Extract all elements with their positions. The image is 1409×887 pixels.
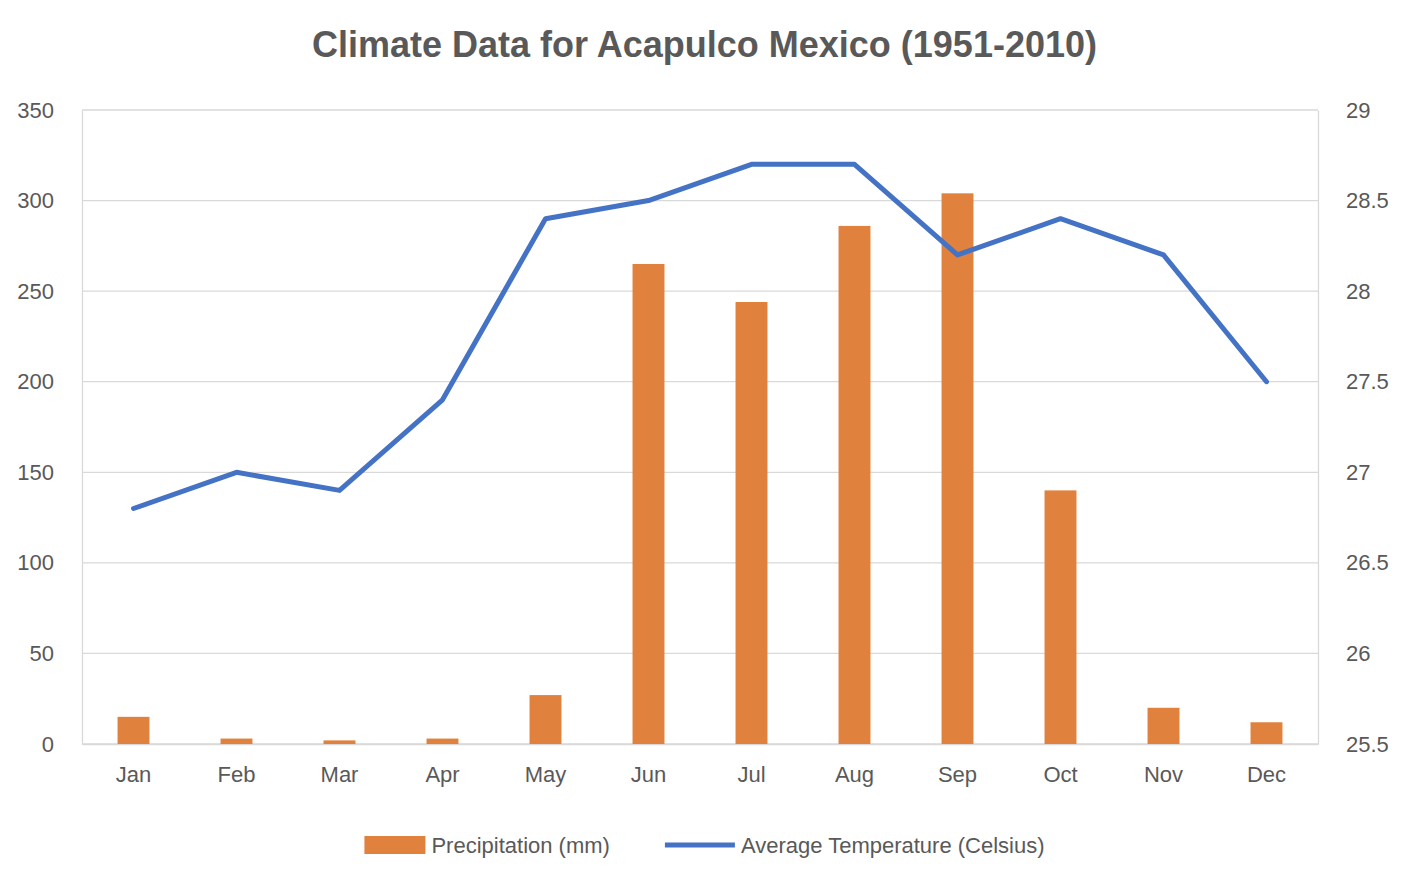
- tick: Jun: [631, 744, 666, 787]
- tick-label: 28: [1346, 279, 1370, 304]
- legend-key: [665, 843, 735, 848]
- tick: 350: [17, 98, 82, 123]
- title: Climate Data for Acapulco Mexico (1951-2…: [312, 24, 1097, 65]
- tick: 28: [1318, 279, 1370, 304]
- tick: Jan: [116, 744, 151, 787]
- tick: 26.5: [1318, 550, 1389, 575]
- tick-label: 27: [1346, 460, 1370, 485]
- bar: [633, 264, 665, 744]
- axis-line: [1318, 111, 1319, 745]
- tick-label: Sep: [938, 762, 977, 787]
- grid-line: [82, 743, 1318, 744]
- y2-axis: 25.5 26 26.5 27 27.5 28 28.5 29: [1318, 98, 1389, 757]
- bar: [942, 193, 974, 744]
- tick-label: 350: [17, 98, 54, 123]
- tick-label: 26.5: [1346, 550, 1389, 575]
- tick: 50: [30, 641, 82, 666]
- legend-label: Average Temperature (Celsius): [741, 833, 1045, 858]
- tick: Jul: [737, 744, 765, 787]
- legend-key: [364, 836, 425, 854]
- tick-label: 26: [1346, 641, 1370, 666]
- x-axis: Jan Feb Mar Apr May Jun Jul Aug Sep Oct Nov Dec: [83, 744, 1319, 787]
- grid: [82, 110, 1318, 744]
- tick: 29: [1318, 98, 1370, 123]
- bar: [1045, 490, 1077, 744]
- legend-item: Precipitation (mm): [364, 833, 609, 858]
- tick: 100: [17, 550, 82, 575]
- tick-label: Nov: [1144, 762, 1183, 787]
- grid-line: [82, 653, 1318, 654]
- tick: Mar: [321, 744, 359, 787]
- tick-label: 25.5: [1346, 732, 1389, 757]
- tick: Apr: [425, 744, 459, 787]
- tick-label: Jun: [631, 762, 666, 787]
- tick: Nov: [1144, 744, 1183, 787]
- axis-line: [83, 744, 1319, 745]
- bar: [324, 740, 356, 744]
- bar: [221, 739, 253, 744]
- tick: 150: [17, 460, 82, 485]
- tick-label: Apr: [425, 762, 459, 787]
- plot-area: [118, 164, 1283, 744]
- legend: Precipitation (mm) Average Temperature (C…: [364, 833, 1044, 858]
- tick: Dec: [1247, 744, 1286, 787]
- tick: 28.5: [1318, 188, 1389, 213]
- tick-label: 27.5: [1346, 369, 1389, 394]
- bar: [1148, 708, 1180, 744]
- tick: Sep: [938, 744, 977, 787]
- axis-line: [82, 111, 83, 745]
- bar: [736, 302, 768, 744]
- tick-label: 28.5: [1346, 188, 1389, 213]
- tick-label: Oct: [1043, 762, 1077, 787]
- tick-label: Mar: [321, 762, 359, 787]
- bar: [530, 695, 562, 744]
- tick: 27: [1318, 460, 1370, 485]
- grid-line: [82, 109, 1318, 110]
- tick: Aug: [835, 744, 874, 787]
- grid-line: [82, 200, 1318, 201]
- tick: 26: [1318, 641, 1370, 666]
- legend-label: Precipitation (mm): [431, 833, 609, 858]
- y-axis: 0 50 100 150 200 250 300 350: [17, 98, 82, 757]
- line: [134, 164, 1267, 508]
- tick: 27.5: [1318, 369, 1389, 394]
- tick-label: 200: [17, 369, 54, 394]
- tick-label: 150: [17, 460, 54, 485]
- tick-label: 29: [1346, 98, 1370, 123]
- tick: 300: [17, 188, 82, 213]
- tick-label: 0: [42, 732, 54, 757]
- tick: 250: [17, 279, 82, 304]
- tick: 25.5: [1318, 732, 1389, 757]
- tick: 200: [17, 369, 82, 394]
- tick-label: Jan: [116, 762, 151, 787]
- bar: [839, 226, 871, 744]
- tick-label: Aug: [835, 762, 874, 787]
- chart: Climate Data for Acapulco Mexico (1951-2…: [0, 0, 1409, 887]
- tick: May: [525, 744, 567, 787]
- tick: 0: [42, 732, 82, 757]
- bar: [118, 717, 150, 744]
- grid-line: [82, 562, 1318, 563]
- tick-label: 250: [17, 279, 54, 304]
- bar: [427, 739, 459, 744]
- tick-label: 50: [30, 641, 54, 666]
- legend-item: Average Temperature (Celsius): [665, 833, 1045, 858]
- tick-label: Feb: [218, 762, 256, 787]
- tick-label: 300: [17, 188, 54, 213]
- tick-label: Jul: [737, 762, 765, 787]
- grid-line: [82, 381, 1318, 382]
- bar: [1251, 722, 1283, 744]
- tick-label: May: [525, 762, 567, 787]
- tick-label: 100: [17, 550, 54, 575]
- grid-line: [82, 472, 1318, 473]
- tick-label: Dec: [1247, 762, 1286, 787]
- tick: Feb: [218, 744, 256, 787]
- grid-line: [82, 290, 1318, 291]
- tick: Oct: [1043, 744, 1077, 787]
